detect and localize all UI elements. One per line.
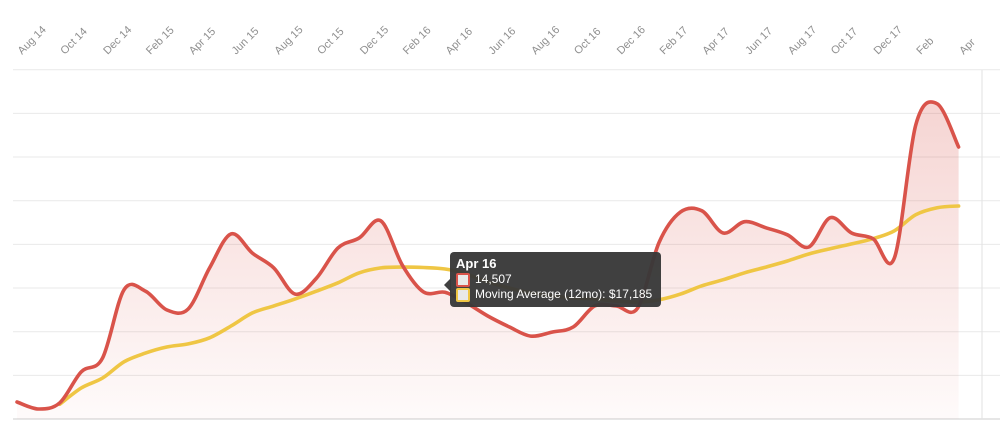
x-axis-label: Apr 15 [187,26,218,57]
x-axis-label: Feb 15 [144,24,177,57]
x-axis-label: Feb [914,35,936,57]
moving-average-swatch-icon [456,287,470,302]
x-axis-label: Aug 14 [16,24,49,57]
x-axis-label: Aug 15 [272,24,305,57]
x-axis-label: Jun 16 [486,25,518,57]
tooltip-arrow-icon [444,278,451,292]
x-axis-label: Dec 14 [101,24,134,57]
tooltip-row-primary: 14,507 [456,272,652,287]
x-axis-label: Feb 17 [658,24,691,57]
x-axis-label: Apr 16 [444,26,475,57]
x-axis-label: Dec 15 [358,24,391,57]
primary-series-line [15,100,961,411]
x-axis-label: Jun 15 [230,25,262,57]
x-axis-label: Oct 14 [58,26,89,57]
x-axis-label: Dec 16 [615,24,648,57]
x-axis-label: Jun 17 [743,25,775,57]
tooltip: Apr 16 14,507 Moving Average (12mo): $17… [444,252,662,307]
x-axis-label: Oct 16 [572,26,603,57]
x-axis-label: Dec 17 [872,24,905,57]
x-axis-label: Apr [957,36,978,57]
tooltip-title: Apr 16 [456,256,497,271]
x-axis-label: Feb 16 [401,24,434,57]
primary-series-area [17,101,959,420]
x-axis-label: Oct 17 [829,26,860,57]
tooltip-primary-value: 14,507 [475,272,512,286]
x-axis-label: Aug 17 [786,24,819,57]
x-axis-label: Aug 16 [529,24,562,57]
x-axis-label: Apr 17 [700,26,731,57]
primary-series-swatch-icon [456,272,470,287]
x-axis-label: Oct 15 [315,26,346,57]
tooltip-row-moving-average: Moving Average (12mo): $17,185 [456,287,652,302]
tooltip-moving-average-value: Moving Average (12mo): $17,185 [475,287,653,301]
